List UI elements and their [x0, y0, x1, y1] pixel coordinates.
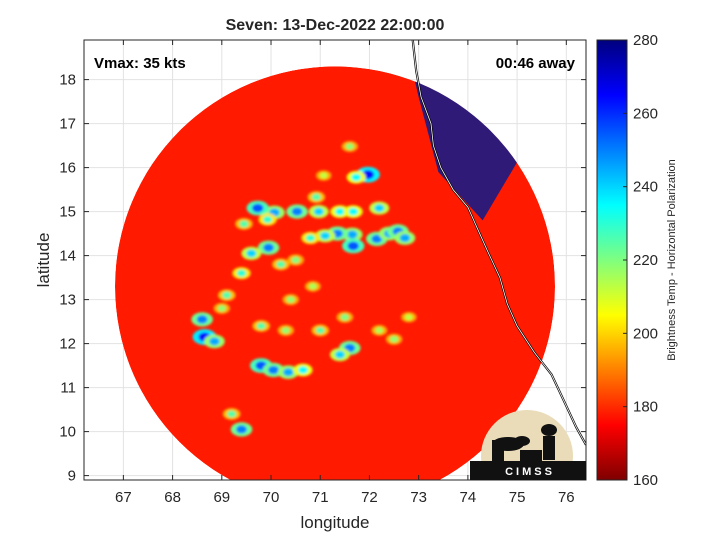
convection-cell [227, 410, 237, 418]
y-tick-label: 10 [59, 424, 76, 441]
convection-cell [335, 207, 345, 216]
logo-label: CIMSS [505, 466, 555, 478]
time-offset-annotation: 00:46 away [496, 55, 576, 72]
convection-cell [334, 350, 345, 359]
colorbar [596, 39, 628, 481]
x-tick-label: 73 [410, 489, 427, 506]
convection-cell [320, 231, 331, 240]
colorbar-tick-label: 220 [633, 252, 658, 269]
y-axis-label: latitude [34, 233, 53, 288]
convection-cell [305, 234, 315, 242]
x-axis: 67 68 69 70 71 72 73 74 75 76 [115, 40, 575, 506]
convection-cell [239, 220, 249, 228]
convection-cell [252, 203, 264, 213]
y-tick-label: 18 [59, 72, 76, 89]
x-tick-label: 67 [115, 489, 132, 506]
convection-cell [263, 243, 274, 252]
y-tick-label: 16 [59, 160, 76, 177]
y-axis: 9 10 11 12 13 14 15 16 17 18 [59, 72, 586, 485]
convection-cell [399, 233, 411, 243]
chart-title: Seven: 13-Dec-2022 22:00:00 [226, 17, 445, 34]
x-tick-label: 72 [361, 489, 378, 506]
x-axis-label: longitude [300, 513, 369, 532]
convection-cell [389, 336, 399, 343]
plot-border [83, 39, 587, 481]
y-tick-label: 13 [59, 292, 76, 309]
convection-cell [347, 241, 359, 251]
convection-cell [291, 207, 303, 216]
convection-cell [340, 313, 350, 321]
y-tick-label: 11 [60, 380, 76, 397]
convection-cell [281, 327, 290, 334]
y-tick-label: 15 [59, 204, 76, 221]
convection-cell [196, 315, 208, 324]
coastline-highlight [412, 40, 586, 445]
convection-cell [375, 327, 384, 334]
convection-features [191, 140, 417, 437]
vmax-annotation: Vmax: 35 kts [94, 55, 186, 72]
convection-cell [276, 260, 286, 268]
convection-cell [222, 291, 232, 299]
y-tick-label: 17 [59, 116, 76, 133]
convection-cell [374, 204, 385, 212]
swath-dark-segment [398, 66, 527, 221]
colorbar-tick-label: 200 [633, 325, 658, 342]
colorbar-tick-label: 160 [633, 472, 658, 489]
y-tick-label: 12 [59, 336, 76, 353]
colorbar-ticks: 160 180 200 220 240 260 280 [623, 32, 658, 489]
x-tick-label: 70 [263, 489, 280, 506]
x-tick-label: 69 [213, 489, 230, 506]
convection-cell [209, 337, 220, 346]
convection-cell [283, 368, 294, 377]
convection-cell [345, 143, 354, 150]
convection-cell [313, 207, 324, 216]
convection-cell [268, 365, 279, 375]
colorbar-tick-label: 180 [633, 399, 658, 416]
convection-cell [291, 256, 300, 264]
cimss-logo: CIMSS [470, 410, 586, 480]
y-tick-label: 14 [59, 248, 76, 265]
convection-cell [347, 230, 358, 239]
colorbar-tick-label: 260 [633, 105, 658, 122]
colorbar-tick-label: 240 [633, 179, 658, 196]
data-region [115, 40, 586, 480]
colorbar-tick-label: 280 [633, 32, 658, 49]
convection-cell [286, 296, 295, 303]
x-tick-label: 75 [509, 489, 526, 506]
y-tick-label: 9 [68, 468, 76, 485]
convection-cell [348, 207, 358, 216]
convection-cell [404, 314, 413, 321]
convection-cell [256, 322, 266, 330]
convection-cell [262, 215, 273, 224]
convection-cell [351, 173, 361, 181]
convection-cell [236, 269, 247, 277]
convection-cell [315, 326, 325, 334]
x-tick-label: 71 [312, 489, 329, 506]
convection-cell [236, 425, 247, 434]
x-tick-label: 68 [164, 489, 181, 506]
convection-cell [319, 172, 328, 179]
convection-cell [298, 366, 308, 374]
convection-cell [311, 193, 321, 201]
convection-cell [217, 305, 226, 312]
convection-cell [246, 249, 257, 258]
colorbar-label: Brightness Temp - Horizontal Polarizatio… [666, 159, 678, 361]
x-tick-label: 74 [460, 489, 477, 506]
convection-cell [308, 283, 317, 290]
x-tick-label: 76 [558, 489, 575, 506]
convection-cell [371, 234, 383, 244]
